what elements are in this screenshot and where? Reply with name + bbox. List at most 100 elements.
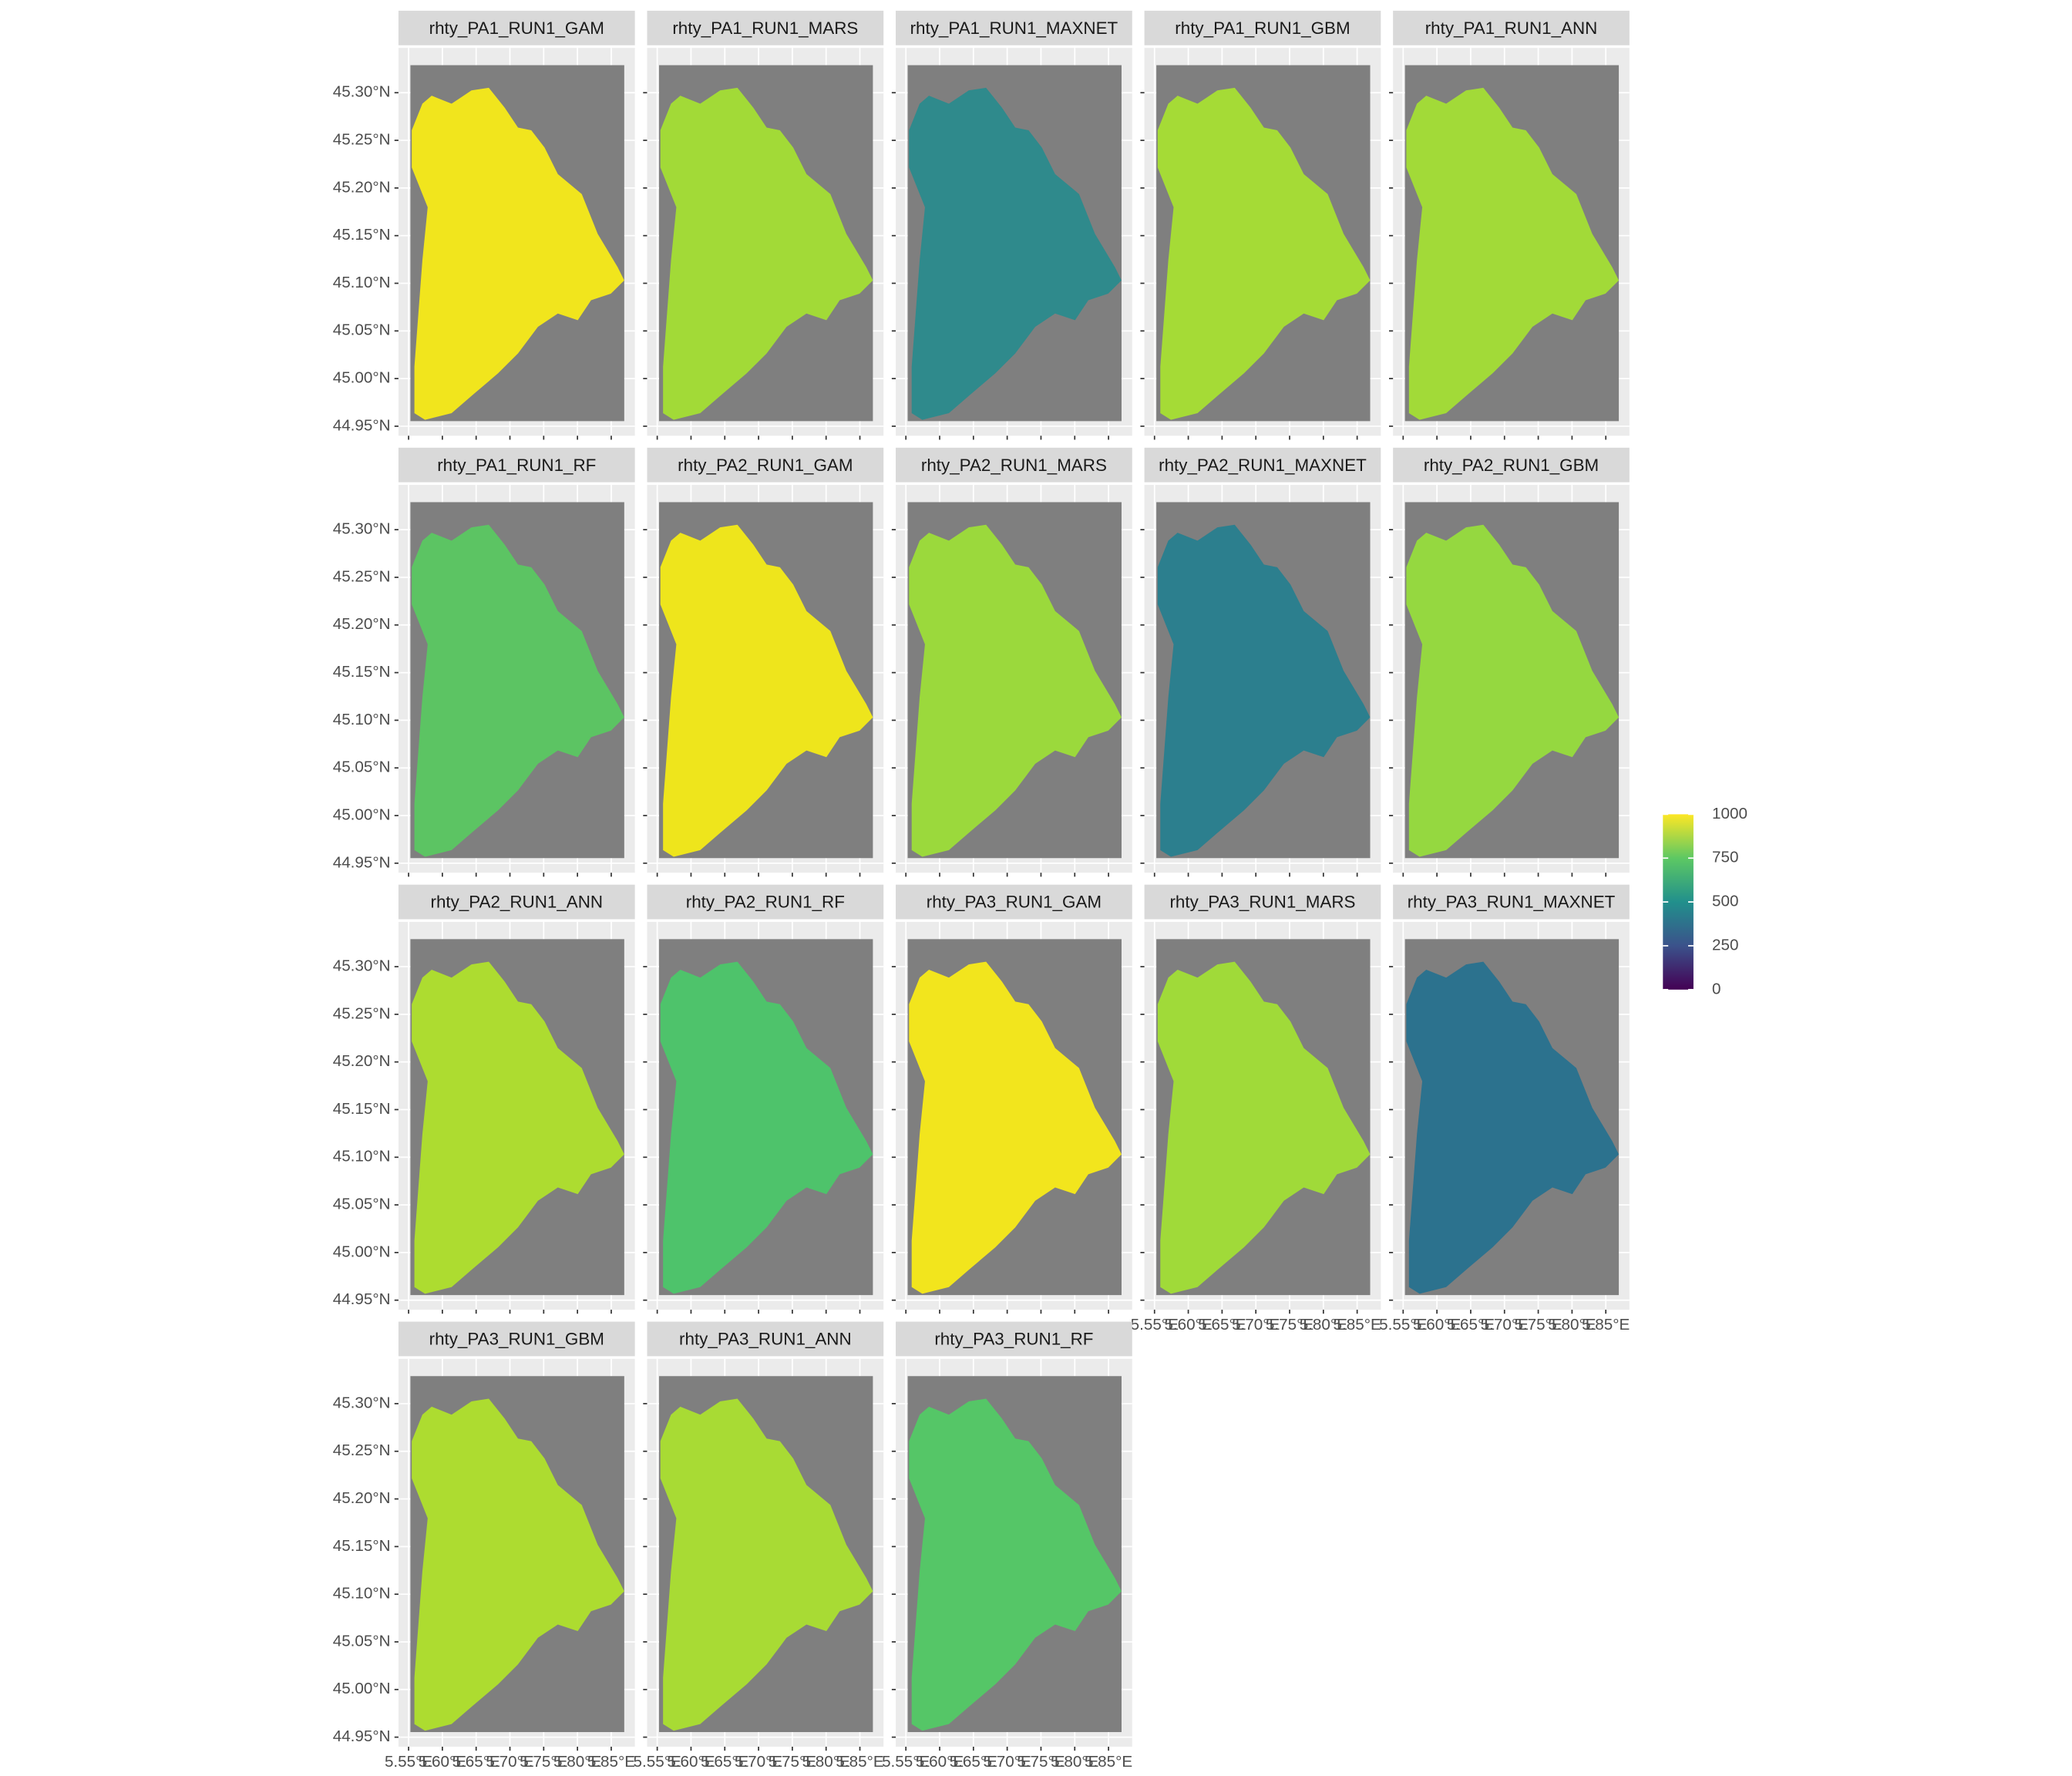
y-tick-label: 45.05°N bbox=[333, 1196, 391, 1213]
map-region bbox=[909, 87, 1122, 420]
x-tick-label: 5.60°E bbox=[419, 1753, 466, 1771]
x-tick-label: 5.80°E bbox=[1548, 1316, 1596, 1334]
y-tick-label: 45.20°N bbox=[333, 1489, 391, 1507]
map-region bbox=[1157, 524, 1371, 857]
map-region bbox=[660, 524, 873, 857]
strip bbox=[1144, 884, 1381, 920]
y-tick-label: 45.25°N bbox=[333, 131, 391, 149]
y-tick-label: 45.10°N bbox=[333, 1585, 391, 1603]
map-region bbox=[1157, 87, 1371, 420]
x-tick-label: 5.65°E bbox=[1447, 1316, 1495, 1334]
map-region bbox=[1406, 961, 1620, 1294]
y-tick-label: 45.15°N bbox=[333, 1100, 391, 1118]
strip bbox=[1393, 884, 1630, 920]
x-tick-label: 5.70°E bbox=[735, 1753, 782, 1771]
y-tick-label: 45.00°N bbox=[333, 369, 391, 387]
strip-title: rhty_PA3_RUN1_ANN bbox=[679, 1330, 852, 1349]
x-tick-label: 5.65°E bbox=[452, 1753, 500, 1771]
strip-title: rhty_PA3_RUN1_GBM bbox=[429, 1330, 604, 1349]
strip-title: rhty_PA1_RUN1_MARS bbox=[672, 18, 858, 38]
strip bbox=[1144, 10, 1381, 45]
x-tick-label: 5.60°E bbox=[667, 1753, 715, 1771]
y-tick-label: 45.15°N bbox=[333, 226, 391, 244]
strip-title: rhty_PA3_RUN1_MAXNET bbox=[1408, 893, 1616, 912]
strip-title: rhty_PA1_RUN1_ANN bbox=[1425, 18, 1598, 38]
strip bbox=[896, 1321, 1132, 1357]
y-tick-label: 44.95°N bbox=[333, 416, 391, 434]
y-tick-label: 45.15°N bbox=[333, 663, 391, 681]
x-tick-label: 5.85°E bbox=[587, 1753, 635, 1771]
strip-title: rhty_PA2_RUN1_RF bbox=[686, 893, 845, 912]
strip bbox=[896, 447, 1132, 483]
x-tick-label: 5.85°E bbox=[836, 1753, 883, 1771]
x-tick-label: 5.75°E bbox=[1266, 1316, 1314, 1334]
map-region bbox=[909, 961, 1122, 1294]
strip bbox=[398, 447, 635, 483]
x-tick-label: 5.85°E bbox=[1085, 1753, 1132, 1771]
x-tick-label: 5.55°E bbox=[882, 1753, 930, 1771]
strip bbox=[896, 10, 1132, 45]
x-tick-label: 5.70°E bbox=[1232, 1316, 1280, 1334]
x-tick-label: 5.70°E bbox=[486, 1753, 533, 1771]
y-tick-label: 45.00°N bbox=[333, 1243, 391, 1260]
y-tick-label: 44.95°N bbox=[333, 1727, 391, 1745]
strip bbox=[1393, 10, 1630, 45]
strip bbox=[398, 1321, 635, 1357]
x-tick-label: 5.70°E bbox=[1481, 1316, 1529, 1334]
strip-title: rhty_PA3_RUN1_GAM bbox=[927, 893, 1102, 912]
strip bbox=[398, 884, 635, 920]
x-tick-label: 5.80°E bbox=[1051, 1753, 1098, 1771]
strip-title: rhty_PA1_RUN1_MAXNET bbox=[910, 18, 1118, 38]
strip bbox=[647, 1321, 884, 1357]
x-tick-label: 5.60°E bbox=[1164, 1316, 1212, 1334]
x-tick-label: 5.85°E bbox=[1334, 1316, 1381, 1334]
map-region bbox=[660, 1398, 873, 1731]
y-tick-label: 45.30°N bbox=[333, 83, 391, 101]
y-tick-label: 45.05°N bbox=[333, 1632, 391, 1650]
x-tick-label: 5.55°E bbox=[634, 1753, 681, 1771]
strip-title: rhty_PA1_RUN1_GAM bbox=[429, 18, 604, 38]
map-region bbox=[412, 524, 624, 857]
strip bbox=[398, 10, 635, 45]
y-tick-label: 45.30°N bbox=[333, 520, 391, 538]
strip bbox=[896, 884, 1132, 920]
legend-label: 750 bbox=[1712, 849, 1738, 866]
strip-title: rhty_PA3_RUN1_RF bbox=[934, 1330, 1093, 1349]
map-region bbox=[1406, 524, 1620, 857]
x-tick-label: 5.55°E bbox=[1131, 1316, 1179, 1334]
y-tick-label: 45.20°N bbox=[333, 615, 391, 633]
y-tick-label: 45.25°N bbox=[333, 1004, 391, 1022]
x-tick-label: 5.65°E bbox=[950, 1753, 997, 1771]
x-tick-label: 5.75°E bbox=[769, 1753, 816, 1771]
strip-title: rhty_PA2_RUN1_MARS bbox=[921, 456, 1107, 475]
x-tick-label: 5.75°E bbox=[1514, 1316, 1562, 1334]
y-tick-label: 45.25°N bbox=[333, 1441, 391, 1459]
y-tick-label: 45.30°N bbox=[333, 1394, 391, 1411]
y-tick-label: 44.95°N bbox=[333, 1290, 391, 1308]
map-region bbox=[412, 961, 624, 1294]
map-region bbox=[412, 87, 624, 420]
map-region bbox=[412, 1398, 624, 1731]
y-tick-label: 45.20°N bbox=[333, 178, 391, 196]
x-tick-label: 5.55°E bbox=[1379, 1316, 1427, 1334]
y-tick-label: 45.20°N bbox=[333, 1052, 391, 1070]
x-tick-label: 5.60°E bbox=[916, 1753, 964, 1771]
legend-label: 250 bbox=[1712, 936, 1738, 954]
strip bbox=[647, 884, 884, 920]
map-region bbox=[660, 87, 873, 420]
map-region bbox=[1157, 961, 1371, 1294]
x-tick-label: 5.60°E bbox=[1413, 1316, 1461, 1334]
strip-title: rhty_PA3_RUN1_MARS bbox=[1169, 893, 1355, 912]
x-tick-label: 5.80°E bbox=[802, 1753, 850, 1771]
strip-title: rhty_PA2_RUN1_GBM bbox=[1424, 456, 1599, 475]
strip-title: rhty_PA2_RUN1_MAXNET bbox=[1159, 456, 1367, 475]
map-region bbox=[909, 524, 1122, 857]
y-tick-label: 45.00°N bbox=[333, 806, 391, 823]
strip-title: rhty_PA2_RUN1_GAM bbox=[678, 456, 853, 475]
x-tick-label: 5.65°E bbox=[701, 1753, 748, 1771]
x-tick-label: 5.80°E bbox=[1300, 1316, 1347, 1334]
y-tick-label: 45.15°N bbox=[333, 1537, 391, 1555]
legend-label: 0 bbox=[1712, 980, 1721, 997]
